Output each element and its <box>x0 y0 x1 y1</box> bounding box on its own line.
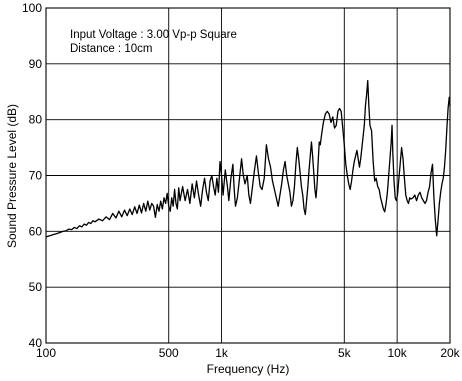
x-tick-label: 1k <box>215 346 229 360</box>
series-lines <box>45 79 451 238</box>
x-axis-label: Frequency (Hz) <box>207 362 290 376</box>
series-line <box>45 79 451 238</box>
annotation-distance: Distance : 10cm <box>70 43 152 55</box>
x-tick-label: 20k <box>440 346 460 360</box>
x-tick-label: 10k <box>387 346 407 360</box>
x-tick-label: 100 <box>36 346 56 360</box>
y-tick-label: 80 <box>29 113 43 127</box>
y-tick-label: 100 <box>22 1 42 15</box>
y-tick-labels: 40 50 60 70 80 90 100 <box>22 1 42 350</box>
annotation-input-voltage: Input Voltage : 3.00 Vp-p Square <box>70 29 237 41</box>
y-tick-label: 70 <box>29 169 43 183</box>
y-tick-label: 90 <box>29 57 43 71</box>
x-tick-label: 500 <box>159 346 179 360</box>
x-tick-label: 5k <box>338 346 352 360</box>
y-axis-label: Sound Pressure Level (dB) <box>5 104 19 248</box>
y-tick-label: 60 <box>29 224 43 238</box>
y-tick-label: 40 <box>29 336 43 350</box>
grid-lines <box>46 8 450 343</box>
y-tick-label: 50 <box>29 280 43 294</box>
x-tick-labels: 100 500 1k 5k 10k 20k <box>36 346 461 360</box>
